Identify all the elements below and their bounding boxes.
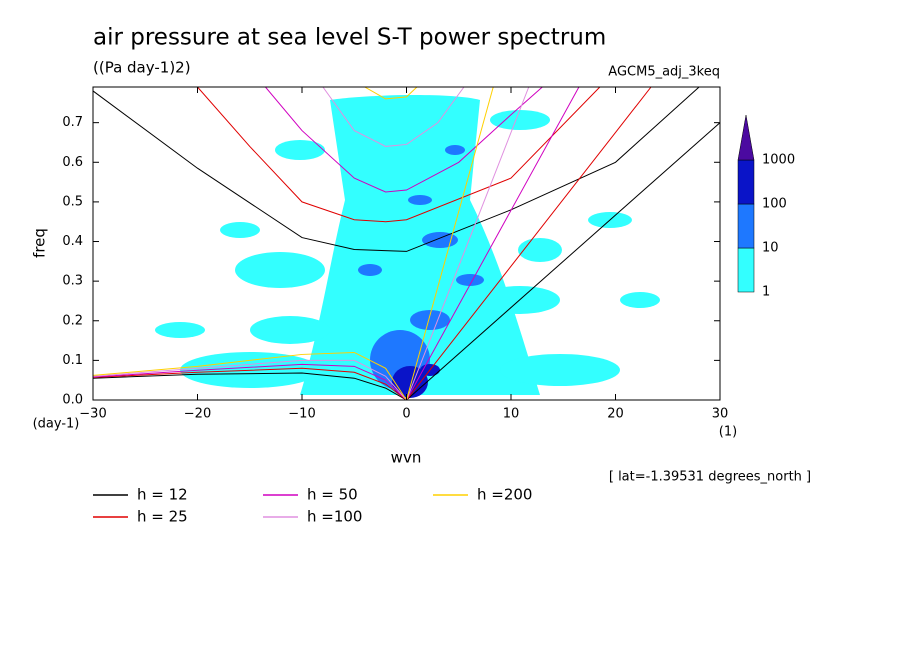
y-axis-label: freq — [31, 228, 49, 258]
x-tick-label: −10 — [288, 407, 315, 422]
colorbar-label: 100 — [762, 197, 787, 212]
dispersion-curve — [406, 87, 580, 400]
colorbar-label: 10 — [762, 241, 779, 256]
legend-label: h = 12 — [137, 486, 188, 504]
x-unit: (1) — [719, 425, 737, 440]
chart-title: air pressure at sea level S-T power spec… — [93, 25, 606, 51]
x-tick-label: 10 — [503, 407, 520, 422]
dispersion-curve — [93, 372, 407, 400]
dispersion-curve — [406, 87, 652, 400]
dispersion-curve — [93, 367, 407, 400]
y-unit: (day-1) — [33, 417, 80, 432]
dispersion-curve — [93, 363, 407, 400]
dispersion-curve — [364, 87, 418, 100]
x-tick-label: 30 — [712, 407, 729, 422]
shading — [155, 95, 660, 398]
dispersion-curve — [265, 87, 543, 193]
dispersion-curve — [406, 122, 720, 400]
colorbar-swatch — [737, 159, 755, 205]
y-tick-label: 0.5 — [62, 194, 83, 209]
dispersion-curve — [93, 359, 407, 400]
lat-note: [ lat=-1.39531 degrees_north ] — [609, 470, 811, 485]
dispersion-curve — [406, 87, 530, 400]
y-tick-label: 0.2 — [62, 313, 83, 328]
legend-label: h = 25 — [137, 508, 188, 526]
x-tick-label: −20 — [184, 407, 211, 422]
y-tick-label: 0.0 — [62, 393, 83, 408]
dispersion-curve — [93, 87, 700, 252]
run-label: AGCM5_adj_3keq — [608, 65, 720, 80]
chart-subtitle: ((Pa day-1)2) — [93, 59, 191, 77]
dispersion-curve — [197, 87, 601, 223]
x-tick-label: 0 — [402, 407, 410, 422]
legend-label: h = 50 — [307, 486, 358, 504]
colorbar-swatch — [737, 203, 755, 249]
legend-label: h =100 — [307, 508, 362, 526]
y-tick-label: 0.1 — [62, 353, 83, 368]
dispersion-curve — [93, 351, 407, 400]
colorbar-label: 1000 — [762, 153, 795, 168]
y-tick-label: 0.7 — [62, 115, 83, 130]
colorbar-arrow — [737, 114, 755, 161]
legend-label: h =200 — [477, 486, 532, 504]
x-tick-label: −30 — [79, 407, 106, 422]
y-tick-label: 0.4 — [62, 234, 83, 249]
x-axis-label: wvn — [391, 449, 422, 467]
dispersion-curve — [406, 87, 494, 400]
colorbar-label: 1 — [762, 285, 770, 300]
y-tick-label: 0.6 — [62, 155, 83, 170]
y-tick-label: 0.3 — [62, 274, 83, 289]
dispersion-curve — [322, 87, 465, 147]
x-tick-label: 20 — [607, 407, 624, 422]
colorbar-swatch — [737, 247, 755, 293]
